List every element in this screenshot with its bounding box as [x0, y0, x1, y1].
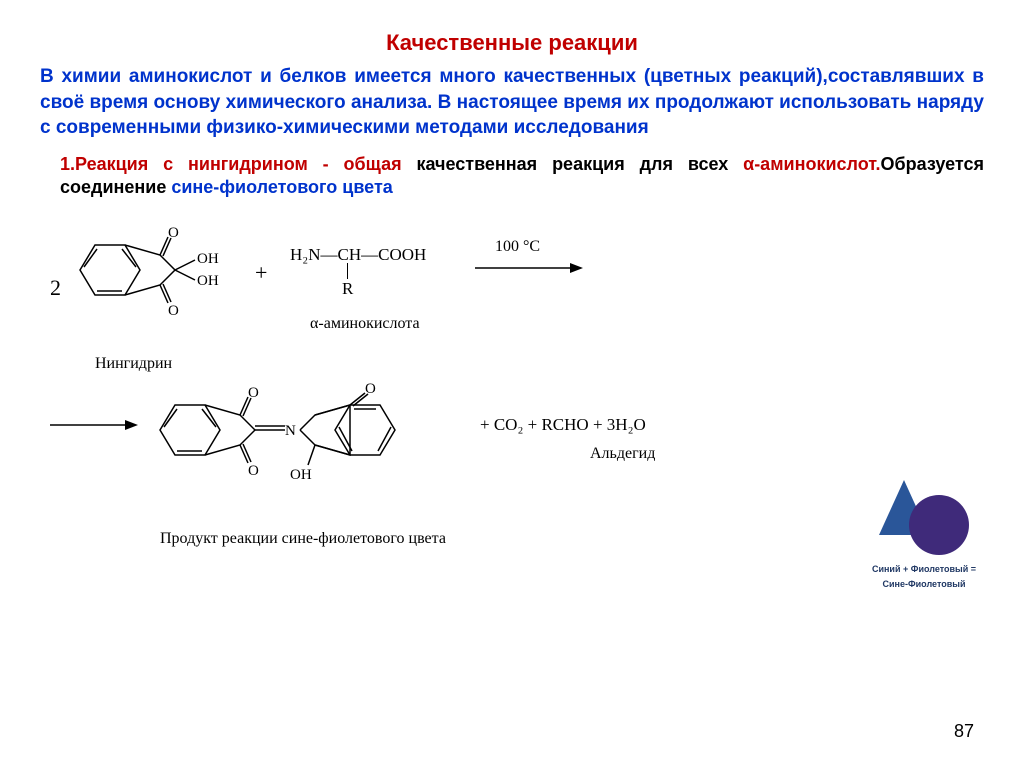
- svg-text:O: O: [248, 463, 259, 479]
- byproducts: + CO₂ + RCHO + 3H₂O: [480, 415, 646, 435]
- title-text: Качественные реакции: [386, 30, 638, 55]
- svg-text:N: N: [285, 423, 296, 439]
- svg-text:OH: OH: [197, 251, 219, 267]
- reaction-description: 1.Реакция с нингидрином - общая качестве…: [60, 153, 984, 200]
- aldehyde-label: Альдегид: [590, 445, 655, 463]
- color-caption-2: Сине-Фиолетовый: [864, 579, 984, 590]
- aminoacid-formula: H₂N—CH—COOH R: [290, 245, 426, 265]
- reaction-scheme: 2 O O OH OH Нингидрин + H₂N—CH—COOH: [50, 220, 984, 580]
- page-title: Качественные реакции: [40, 30, 984, 56]
- svg-text:O: O: [365, 381, 376, 397]
- desc-seg1: 1.: [60, 154, 75, 174]
- desc-seg2: Реакция с нингидрином - общая: [75, 154, 416, 174]
- desc-seg3: качественная реакция для всех: [416, 154, 743, 174]
- product-label: Продукт реакции сине-фиолетового цвета: [160, 530, 446, 548]
- product-structure: O O N O OH: [150, 375, 470, 515]
- aminoacid-label: α-аминокислота: [310, 315, 420, 333]
- svg-text:O: O: [168, 303, 179, 319]
- page-number: 87: [954, 721, 974, 742]
- ninhydrin-label: Нингидрин: [95, 355, 172, 373]
- desc-seg4: α-аминокислот.: [743, 154, 880, 174]
- color-mixing-diagram: Синий + Фиолетовый = Сине-Фиолетовый: [864, 470, 984, 590]
- arrow-1: [475, 258, 585, 278]
- violet-circle: [909, 495, 969, 555]
- ninhydrin-structure: O O OH OH: [70, 225, 220, 345]
- intro-text: В химии аминокислот и белков имеется мно…: [40, 66, 984, 138]
- desc-seg6: сине-фиолетового цвета: [171, 177, 392, 197]
- plus-1: +: [255, 260, 267, 286]
- coeff-2: 2: [50, 275, 61, 301]
- color-shapes: [869, 470, 979, 560]
- svg-text:OH: OH: [290, 467, 312, 483]
- intro-paragraph: В химии аминокислот и белков имеется мно…: [40, 64, 984, 141]
- color-caption-1: Синий + Фиолетовый =: [864, 564, 984, 575]
- arrow-2: [50, 415, 140, 435]
- svg-text:OH: OH: [197, 273, 219, 289]
- svg-text:O: O: [168, 225, 179, 241]
- svg-text:O: O: [248, 385, 259, 401]
- temperature: 100 °C: [495, 238, 540, 256]
